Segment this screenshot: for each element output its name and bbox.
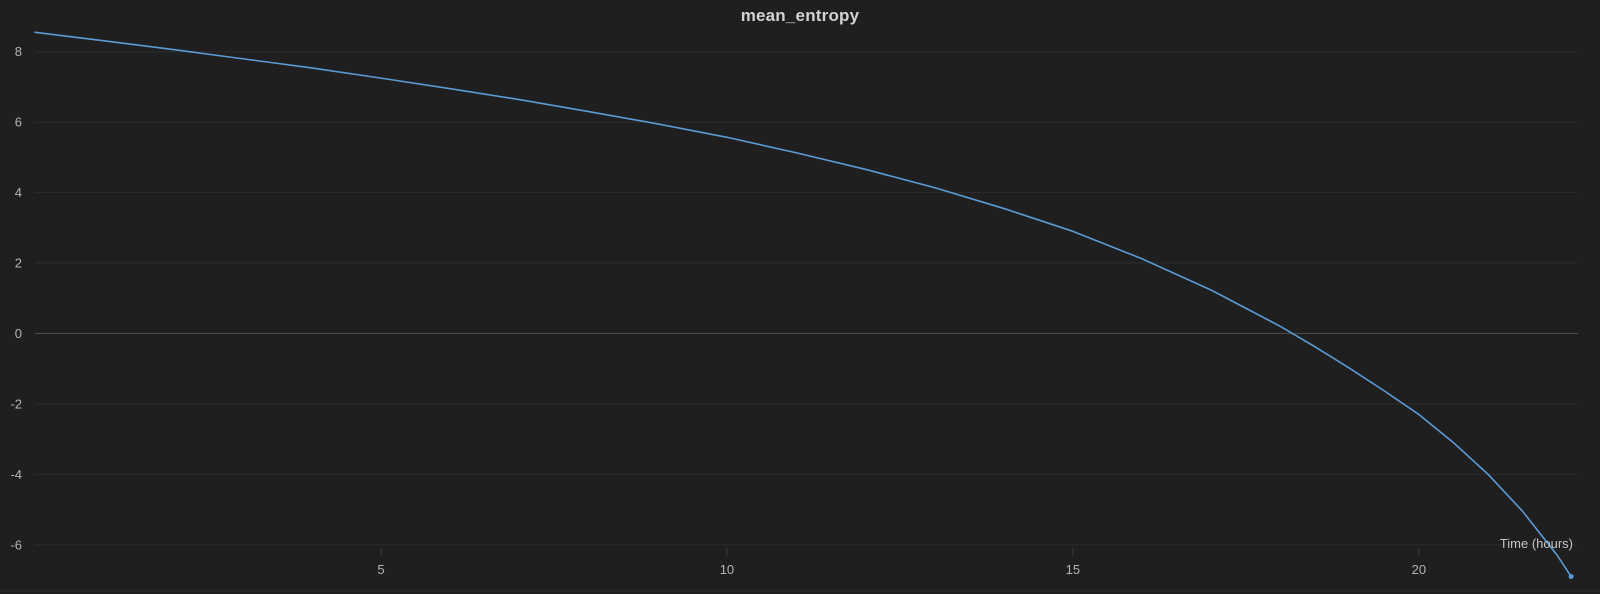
series-end-point — [1568, 573, 1574, 579]
grid-layer — [0, 51, 1600, 592]
y-tick-label: 4 — [15, 185, 22, 200]
y-tick-label: -4 — [10, 467, 22, 482]
x-tick-label: 20 — [1412, 562, 1426, 577]
x-tick-label: 10 — [720, 562, 734, 577]
tick-labels: -6 -4 -2 0 2 4 6 8 5 10 15 20 — [10, 44, 1426, 577]
series-layer — [34, 31, 1574, 579]
x-tick-label: 15 — [1066, 562, 1080, 577]
y-tick-label: 0 — [15, 326, 22, 341]
y-tick-label: -6 — [10, 537, 22, 552]
y-tick-label: 2 — [15, 256, 22, 271]
chart-title: mean_entropy — [740, 6, 860, 25]
y-tick-label: -2 — [10, 396, 22, 411]
series-line — [34, 31, 1572, 578]
x-axis-label: Time (hours) — [1500, 536, 1573, 551]
y-tick-label: 8 — [15, 44, 22, 59]
x-tick-label: 5 — [377, 562, 384, 577]
y-tick-label: 6 — [15, 115, 22, 130]
